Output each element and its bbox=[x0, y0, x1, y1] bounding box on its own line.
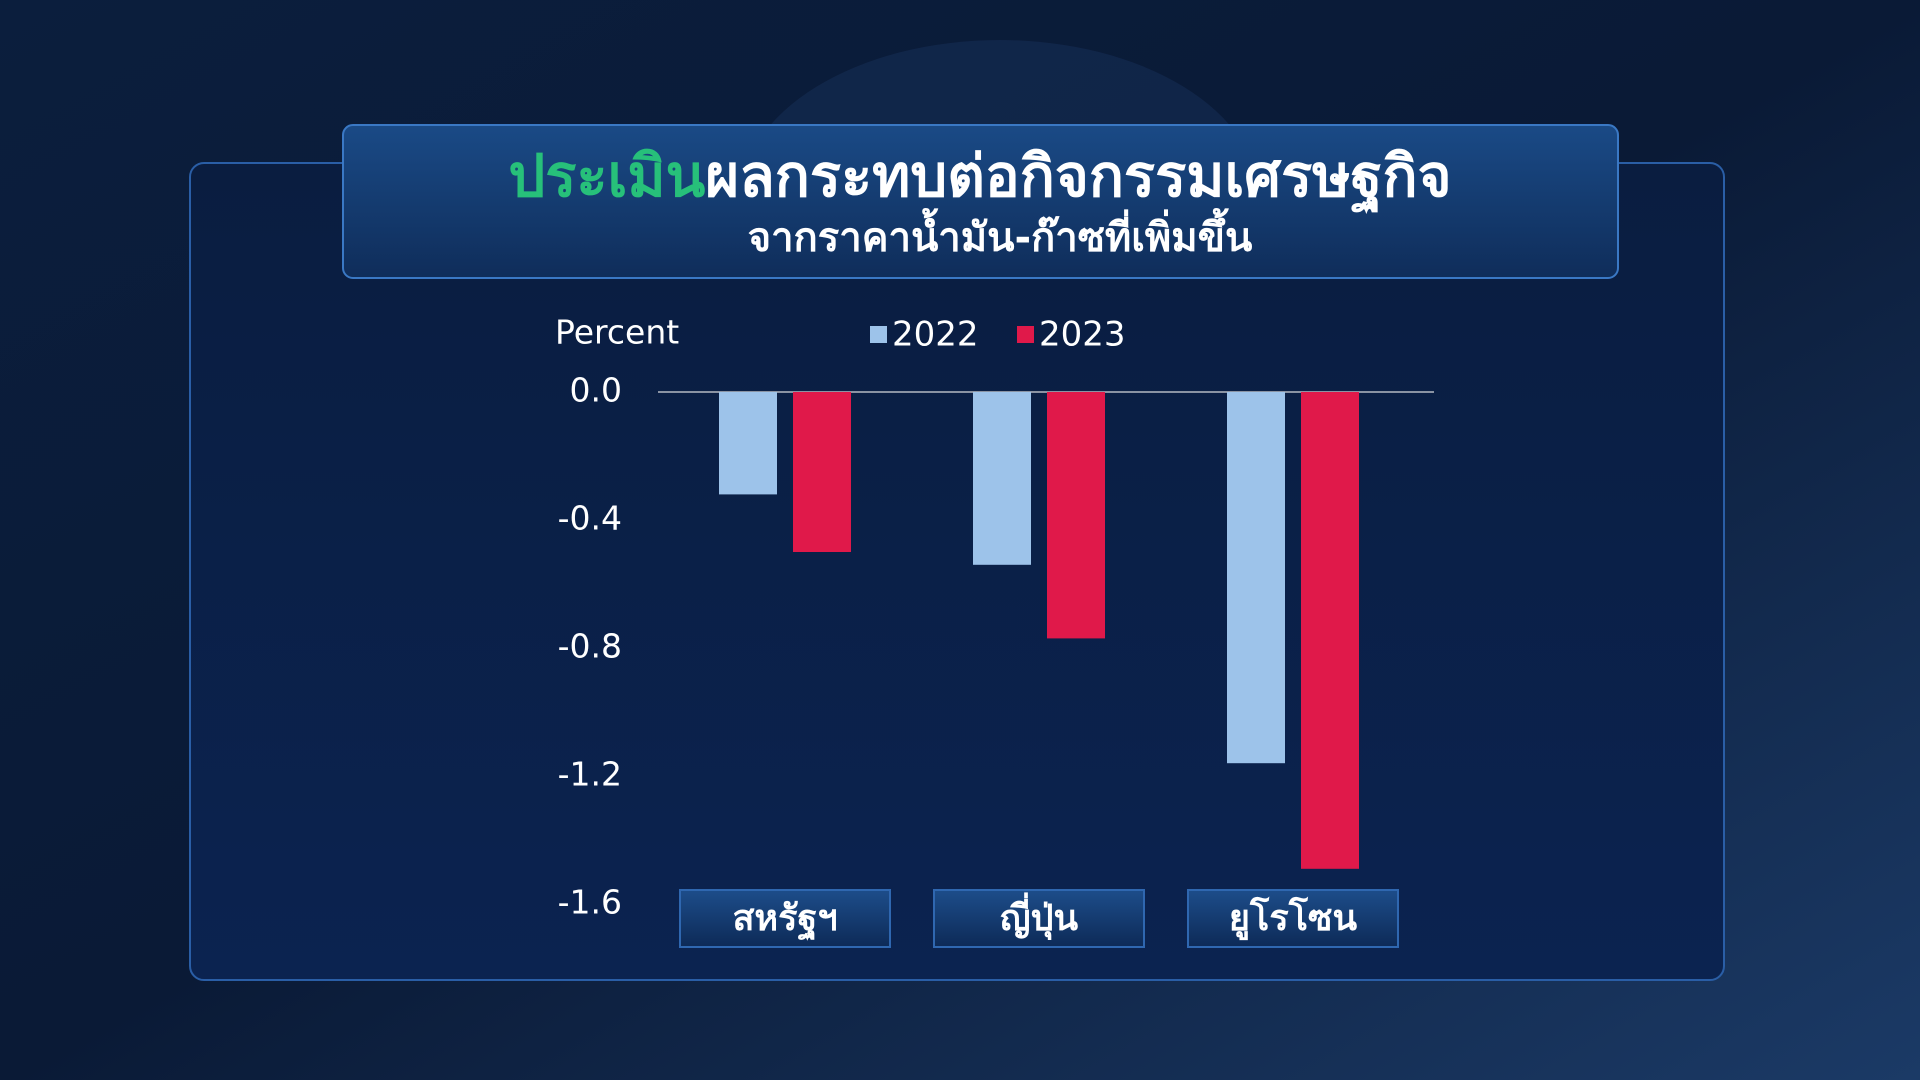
y-axis-label: Percent bbox=[555, 313, 679, 352]
bar bbox=[719, 392, 777, 495]
chart-panel bbox=[189, 162, 1725, 981]
x-tick-label: ยูโรโซน bbox=[1229, 896, 1358, 941]
x-tick-label: ญี่ปุ่น bbox=[1000, 892, 1079, 941]
category-box bbox=[679, 889, 891, 948]
category-box bbox=[933, 889, 1145, 948]
legend-label: 2023 bbox=[1039, 315, 1126, 355]
category-box bbox=[1187, 889, 1399, 948]
legend-swatch bbox=[1017, 326, 1034, 343]
x-tick-label: สหรัฐฯ bbox=[732, 898, 837, 941]
bar bbox=[1227, 392, 1285, 764]
bar bbox=[793, 392, 851, 552]
bar bbox=[973, 392, 1031, 565]
title-box bbox=[342, 124, 1619, 279]
y-tick-label: -0.8 bbox=[558, 627, 622, 666]
y-tick-label: 0.0 bbox=[570, 371, 622, 410]
title-highlight: ประเมิน bbox=[508, 142, 705, 210]
legend-label: 2022 bbox=[892, 315, 979, 355]
chart-subtitle: จากราคาน้ำมัน-ก๊าซที่เพิ่มขึ้น bbox=[748, 208, 1253, 261]
bar bbox=[1301, 392, 1359, 869]
chart-title: ประเมินผลกระทบต่อกิจกรรมเศรษฐกิจ bbox=[508, 142, 1451, 214]
title-text: ผลกระทบต่อกิจกรรมเศรษฐกิจ bbox=[705, 142, 1451, 214]
y-tick-label: -0.4 bbox=[558, 499, 622, 538]
y-tick-label: -1.2 bbox=[558, 755, 622, 794]
legend-swatch bbox=[870, 326, 887, 343]
y-tick-label: -1.6 bbox=[558, 883, 622, 922]
bar bbox=[1047, 392, 1105, 639]
